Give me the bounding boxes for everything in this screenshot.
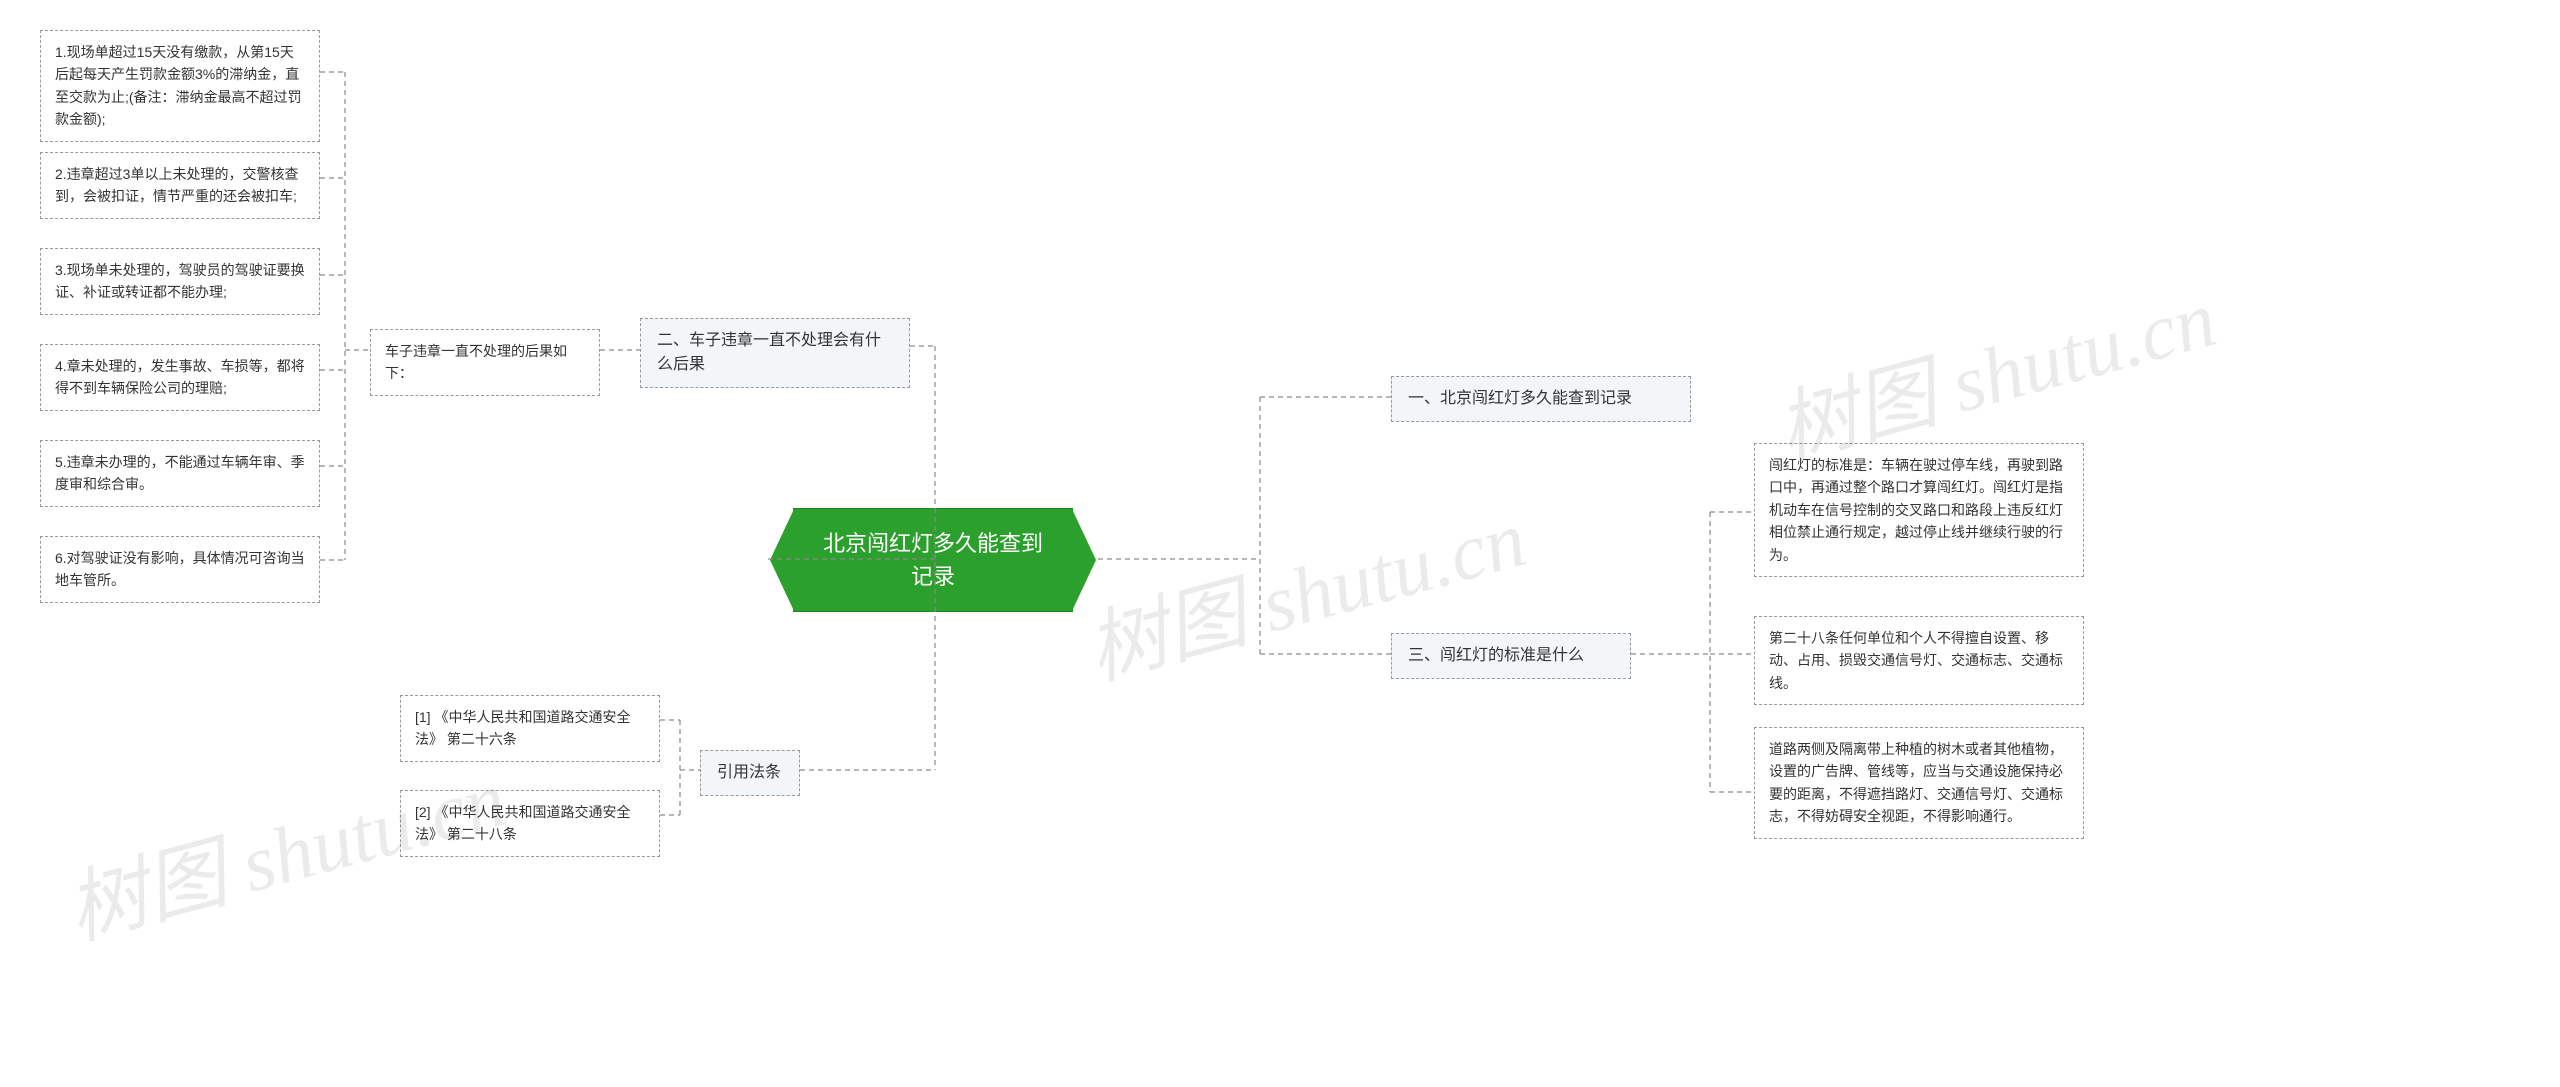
cite-leaf-1: [2] 《中华人民共和国道路交通安全法》 第二十八条 xyxy=(400,790,660,857)
branch-3: 三、闯红灯的标准是什么 xyxy=(1391,633,1631,679)
root-label: 北京闯红灯多久能查到记录 xyxy=(823,531,1043,589)
branch-2-leaf-0: 1.现场单超过15天没有缴款，从第15天后起每天产生罚款金额3%的滞纳金，直至交… xyxy=(40,30,320,142)
branch-3-leaf-0: 闯红灯的标准是：车辆在驶过停车线，再驶到路口中，再通过整个路口才算闯红灯。闯红灯… xyxy=(1754,443,2084,577)
leaf-text: 2.违章超过3单以上未处理的，交警核查到，会被扣证，情节严重的还会被扣车; xyxy=(55,166,298,204)
branch-2-leaf-2: 3.现场单未处理的，驾驶员的驾驶证要换证、补证或转证都不能办理; xyxy=(40,248,320,315)
root-node: 北京闯红灯多久能查到记录 xyxy=(793,508,1073,612)
branch-3-leaf-2: 道路两侧及隔离带上种植的树木或者其他植物，设置的广告牌、管线等，应当与交通设施保… xyxy=(1754,727,2084,839)
leaf-text: [1] 《中华人民共和国道路交通安全法》 第二十六条 xyxy=(415,709,630,747)
branch-2-leaf-4: 5.违章未办理的，不能通过车辆年审、季度审和综合审。 xyxy=(40,440,320,507)
cite-branch: 引用法条 xyxy=(700,750,800,796)
branch-2-sub: 车子违章一直不处理的后果如下： xyxy=(370,329,600,396)
branch-3-label: 三、闯红灯的标准是什么 xyxy=(1408,647,1584,664)
leaf-text: 道路两侧及隔离带上种植的树木或者其他植物，设置的广告牌、管线等，应当与交通设施保… xyxy=(1769,741,2063,824)
leaf-text: 第二十八条任何单位和个人不得擅自设置、移动、占用、损毁交通信号灯、交通标志、交通… xyxy=(1769,630,2063,691)
branch-1: 一、北京闯红灯多久能查到记录 xyxy=(1391,376,1691,422)
branch-2-leaf-3: 4.章未处理的，发生事故、车损等，都将得不到车辆保险公司的理赔; xyxy=(40,344,320,411)
leaf-text: 4.章未处理的，发生事故、车损等，都将得不到车辆保险公司的理赔; xyxy=(55,358,305,396)
leaf-text: 6.对驾驶证没有影响，具体情况可咨询当地车管所。 xyxy=(55,550,305,588)
sub-text: 车子违章一直不处理的后果如下： xyxy=(385,343,567,381)
leaf-text: [2] 《中华人民共和国道路交通安全法》 第二十八条 xyxy=(415,804,630,842)
branch-2-leaf-1: 2.违章超过3单以上未处理的，交警核查到，会被扣证，情节严重的还会被扣车; xyxy=(40,152,320,219)
leaf-text: 1.现场单超过15天没有缴款，从第15天后起每天产生罚款金额3%的滞纳金，直至交… xyxy=(55,44,302,127)
leaf-text: 5.违章未办理的，不能通过车辆年审、季度审和综合审。 xyxy=(55,454,305,492)
cite-leaf-0: [1] 《中华人民共和国道路交通安全法》 第二十六条 xyxy=(400,695,660,762)
connectors-clean xyxy=(0,0,2560,1087)
branch-2-leaf-5: 6.对驾驶证没有影响，具体情况可咨询当地车管所。 xyxy=(40,536,320,603)
branch-2: 二、车子违章一直不处理会有什么后果 xyxy=(640,318,910,388)
branch-3-leaf-1: 第二十八条任何单位和个人不得擅自设置、移动、占用、损毁交通信号灯、交通标志、交通… xyxy=(1754,616,2084,705)
cite-label: 引用法条 xyxy=(717,764,781,781)
branch-2-label: 二、车子违章一直不处理会有什么后果 xyxy=(657,332,881,373)
branch-1-label: 一、北京闯红灯多久能查到记录 xyxy=(1408,390,1632,407)
leaf-text: 闯红灯的标准是：车辆在驶过停车线，再驶到路口中，再通过整个路口才算闯红灯。闯红灯… xyxy=(1769,457,2063,563)
leaf-text: 3.现场单未处理的，驾驶员的驾驶证要换证、补证或转证都不能办理; xyxy=(55,262,305,300)
